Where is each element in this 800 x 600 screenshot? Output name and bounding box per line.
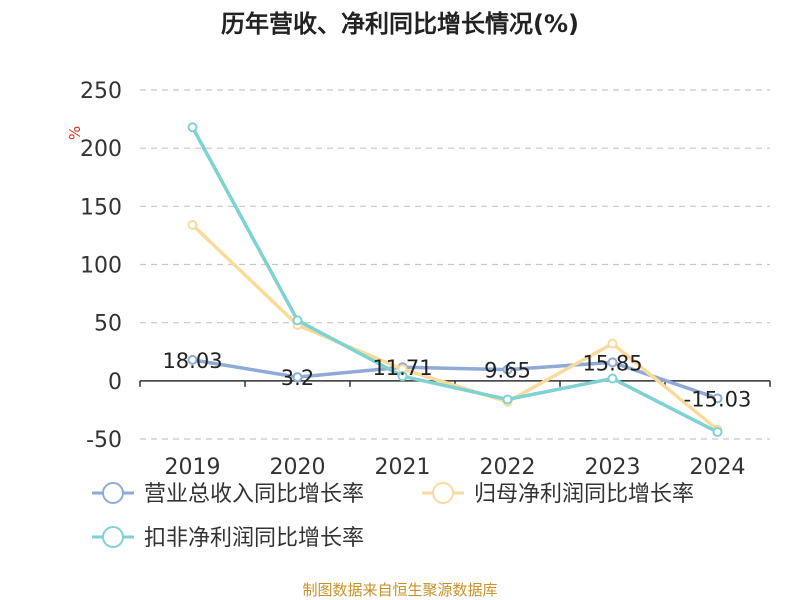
data-point[interactable] bbox=[712, 393, 723, 404]
data-point[interactable] bbox=[187, 219, 198, 230]
data-point[interactable] bbox=[502, 364, 513, 375]
legend-item-1[interactable]: 归母净利润同比增长率 bbox=[422, 482, 694, 507]
series-line-2 bbox=[190, 126, 719, 434]
y-tick-label: 0 bbox=[108, 370, 122, 395]
data-point[interactable] bbox=[502, 394, 513, 405]
data-point[interactable] bbox=[607, 373, 618, 384]
chart-title: 历年营收、净利同比增长情况(%) bbox=[221, 10, 579, 38]
y-tick-label: 200 bbox=[80, 137, 122, 162]
data-label: 11.71 bbox=[372, 356, 432, 380]
y-tick-label: 150 bbox=[80, 195, 122, 220]
legend-item-2[interactable]: 扣非净利润同比增长率 bbox=[92, 526, 364, 551]
y-tick-label: 50 bbox=[94, 312, 122, 337]
data-point[interactable] bbox=[607, 357, 618, 368]
data-point[interactable] bbox=[292, 372, 303, 383]
legend-label: 营业总收入同比增长率 bbox=[144, 482, 364, 507]
y-tick-label: 250 bbox=[80, 79, 122, 104]
data-labels: 18.03 3.2 11.71 9.65 15.85 -15.03 bbox=[162, 349, 751, 411]
series-line-1 bbox=[191, 223, 719, 432]
data-point[interactable] bbox=[187, 122, 198, 133]
x-axis: 2019 2020 2021 2022 2023 2024 bbox=[139, 380, 771, 480]
legend-label: 扣非净利润同比增长率 bbox=[144, 526, 364, 551]
legend-item-0[interactable]: 营业总收入同比增长率 bbox=[92, 482, 364, 507]
data-point[interactable] bbox=[292, 315, 303, 326]
x-tick-label: 2024 bbox=[690, 455, 746, 480]
source-note: 制图数据来自恒生聚源数据库 bbox=[302, 581, 497, 599]
legend-marker-icon bbox=[432, 482, 454, 504]
y-tick-label: -50 bbox=[86, 428, 122, 453]
y-axis-unit: % bbox=[66, 126, 84, 140]
data-point[interactable] bbox=[187, 354, 198, 365]
data-point[interactable] bbox=[607, 338, 618, 349]
x-tick-label: 2019 bbox=[165, 455, 221, 480]
series-lines bbox=[187, 122, 723, 438]
y-axis-ticks: 250 200 150 100 50 0 -50 bbox=[80, 79, 122, 453]
series-line-0 bbox=[192, 358, 719, 400]
x-tick-label: 2022 bbox=[480, 455, 536, 480]
data-label: 3.2 bbox=[281, 366, 314, 390]
x-tick-label: 2020 bbox=[270, 455, 326, 480]
y-tick-label: 100 bbox=[80, 254, 122, 279]
data-label: -15.03 bbox=[684, 387, 752, 411]
legend-marker-icon bbox=[102, 526, 124, 548]
data-label: 18.03 bbox=[162, 349, 222, 373]
data-point[interactable] bbox=[712, 427, 723, 438]
x-tick-label: 2023 bbox=[585, 455, 641, 480]
data-label: 15.85 bbox=[582, 351, 642, 375]
legend-label: 归母净利润同比增长率 bbox=[474, 482, 694, 507]
data-label: 9.65 bbox=[484, 359, 531, 383]
legend-marker-icon bbox=[102, 482, 124, 504]
x-tick-label: 2021 bbox=[375, 455, 431, 480]
data-point[interactable] bbox=[397, 371, 408, 382]
